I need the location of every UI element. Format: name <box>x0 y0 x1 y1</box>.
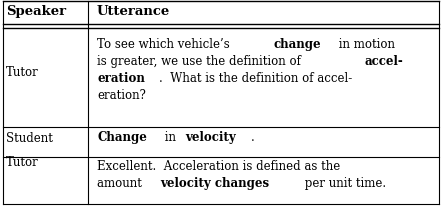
Text: in motion: in motion <box>335 38 395 51</box>
Text: .  What is the definition of accel-: . What is the definition of accel- <box>159 72 352 85</box>
Text: eration: eration <box>97 72 145 85</box>
Text: velocity: velocity <box>186 131 236 144</box>
Text: amount: amount <box>97 177 145 190</box>
Text: Change: Change <box>97 131 147 144</box>
Text: Excellent.  Acceleration is defined as the: Excellent. Acceleration is defined as th… <box>97 160 340 173</box>
Text: Tutor: Tutor <box>6 66 39 78</box>
Text: .: . <box>251 131 255 144</box>
Text: accel-: accel- <box>365 55 404 68</box>
Text: Utterance: Utterance <box>97 5 170 18</box>
Text: is greater, we use the definition of: is greater, we use the definition of <box>97 55 305 68</box>
Text: Speaker: Speaker <box>6 5 66 18</box>
Text: Student: Student <box>6 131 53 144</box>
Text: To see which vehicle’s: To see which vehicle’s <box>97 38 233 51</box>
Text: in: in <box>161 131 180 144</box>
Text: per unit time.: per unit time. <box>301 177 386 190</box>
Text: change: change <box>273 38 321 51</box>
Text: velocity changes: velocity changes <box>160 177 269 190</box>
Text: eration?: eration? <box>97 89 146 102</box>
Text: Tutor: Tutor <box>6 157 39 170</box>
